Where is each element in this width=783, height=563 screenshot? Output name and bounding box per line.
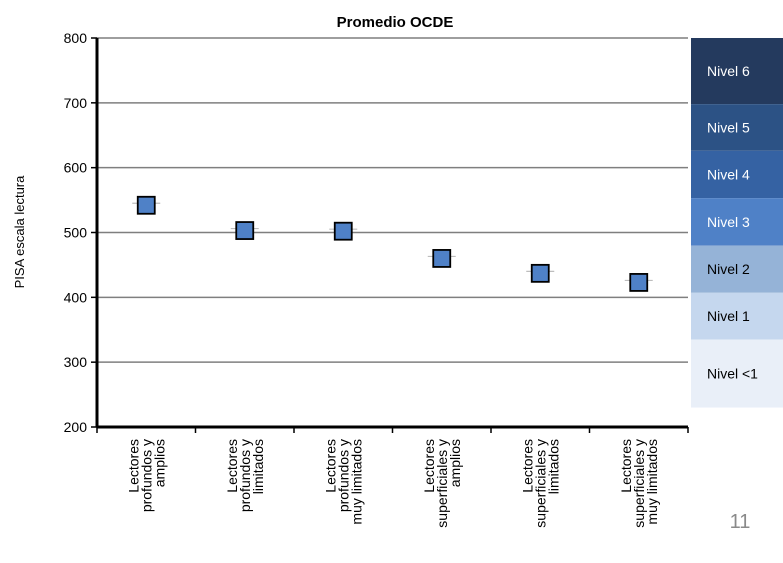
y-tick-label: 300 xyxy=(64,354,88,370)
x-category-line: muy limitados xyxy=(644,439,660,525)
x-category-line: superficiales y xyxy=(532,439,548,528)
level-label: Nivel 6 xyxy=(707,63,750,79)
data-point xyxy=(235,221,255,240)
x-category-line: profundos y xyxy=(138,439,154,512)
page-number: 11 xyxy=(730,511,751,533)
level-label: Nivel 3 xyxy=(707,214,750,230)
data-point xyxy=(629,273,649,292)
level-label: Nivel 5 xyxy=(707,119,750,135)
x-category-line: profundos y xyxy=(237,439,253,512)
x-category-line: superficiales y xyxy=(631,439,647,528)
level-band-4 xyxy=(691,198,783,246)
level-band-1 xyxy=(691,38,783,105)
level-band-2 xyxy=(691,104,783,151)
level-label: Nivel 2 xyxy=(707,261,750,277)
x-category-line: limitados xyxy=(545,439,561,494)
x-category-line: amplios xyxy=(151,439,167,487)
x-category-line: muy limitados xyxy=(348,439,364,525)
data-point xyxy=(432,249,452,268)
level-label: Nivel 1 xyxy=(707,308,750,324)
x-category-line: Lectores xyxy=(125,439,141,493)
level-band-6 xyxy=(691,292,783,340)
y-tick-label: 700 xyxy=(64,95,88,111)
proficiency-levels: Nivel 6 Nivel 5 Nivel 4 Nivel 3 Nivel 2 Nivel… xyxy=(691,38,783,408)
y-tick-label: 200 xyxy=(64,419,88,435)
x-category-line: amplios xyxy=(447,439,463,487)
level-label: Nivel <1 xyxy=(707,366,758,382)
y-tick-label: 400 xyxy=(64,289,88,305)
level-label: Nivel 4 xyxy=(707,166,750,182)
y-tick-label: 800 xyxy=(64,30,88,46)
x-category-line: profundos y xyxy=(335,439,351,512)
data-point xyxy=(136,195,156,215)
level-band-5 xyxy=(691,245,783,293)
x-category-line: Lectores xyxy=(618,439,634,493)
y-axis-label: PISA escala lectura xyxy=(12,175,27,288)
data-point xyxy=(530,263,550,283)
y-tick-label: 600 xyxy=(64,160,88,176)
x-category-line: Lectores xyxy=(421,439,437,493)
level-band-3 xyxy=(691,150,783,199)
x-category-line: superficiales y xyxy=(434,439,450,528)
gridlines xyxy=(97,37,688,363)
level-band-7 xyxy=(691,339,783,408)
data-points xyxy=(132,195,653,292)
x-category-line: Lectores xyxy=(322,439,338,493)
x-category-line: Lectores xyxy=(519,439,535,493)
x-category-line: Lectores xyxy=(224,439,240,493)
data-point xyxy=(333,221,353,241)
chart-title: Promedio OCDE xyxy=(337,14,454,31)
x-category-line: limitados xyxy=(250,439,266,494)
y-tick-label: 500 xyxy=(64,225,88,241)
